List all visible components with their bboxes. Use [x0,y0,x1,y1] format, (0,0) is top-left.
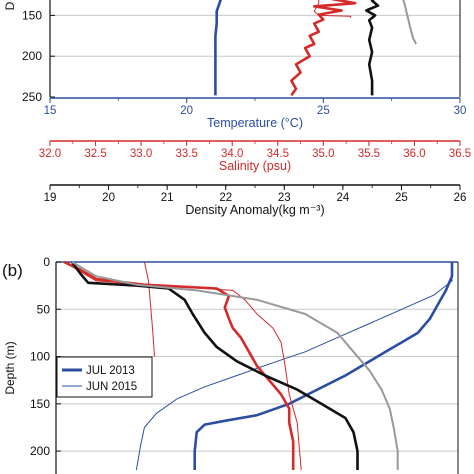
series-line-salinity-2015 [313,0,352,18]
density-axis-label: Density Anomaly(kg m⁻³) [185,203,324,217]
series-line-temperature-2013 [193,262,454,470]
y-axis-label: Depth (m) [3,341,17,394]
y-tick-label: 50 [37,302,51,316]
salinity-tick-label: 32.0 [39,148,61,160]
panel-a: 150 200 250 D 15 20 25 30 Temperature (°C) 32.0 32… [3,0,471,217]
y-tick-label: 150 [22,8,42,22]
legend-box [56,356,153,398]
density-tick-label: 20 [102,192,115,204]
salinity-tick-label: 34.5 [267,148,289,160]
series-line-density-2015 [402,0,417,45]
y-axis-label: D [3,1,17,10]
salinity-tick-label: 33.0 [130,148,152,160]
salinity-tick-label: 32.5 [84,148,106,160]
density-tick-label: 23 [278,192,291,204]
salinity-tick-label: 34.0 [221,148,243,160]
salinity-axis-label: Salinity (psu) [219,159,291,173]
salinity-tick-label: 36.0 [403,148,425,160]
legend-label: JUN 2015 [86,381,137,393]
salinity-tick-label: 33.5 [175,148,197,160]
density-tick-label: 25 [395,192,408,204]
y-tick-label: 150 [30,397,50,411]
series-line-density-2013 [365,0,380,96]
temperature-tick-label: 25 [317,105,330,117]
temperature-tick-label: 30 [454,105,467,117]
series-line-density-2015 [71,261,399,470]
density-tick-label: 19 [44,192,57,204]
legend: JUL 2013 JUN 2015 [56,356,153,398]
y-tick-label: 200 [30,444,50,458]
salinity-tick-label: 36.5 [449,148,471,160]
temperature-tick-label: 20 [180,105,193,117]
panel-b: (b) 0 50 100 150 200 Depth (m) JUL 2013 JUN 2015 [2,255,459,474]
series-line-salinity-2015 [143,261,155,357]
y-tick-label: 0 [43,255,50,269]
series-line-temperature-2015 [135,262,453,471]
temperature-tick-label: 15 [44,105,57,117]
salinity-tick-label: 35.5 [358,148,380,160]
density-tick-label: 26 [454,192,467,204]
series-line-temperature-2013 [214,0,222,96]
series-line-salinity-2015 [63,261,302,471]
y-tick-label: 250 [22,90,42,104]
panel-label: (b) [2,261,23,280]
y-tick-label: 200 [22,49,42,63]
density-tick-label: 22 [219,192,232,204]
density-tick-label: 21 [161,192,174,204]
temperature-axis-label: Temperature (°C) [207,116,303,130]
salinity-tick-label: 35.0 [312,148,334,160]
legend-label: JUL 2013 [86,365,135,377]
series-line-salinity-2013 [290,0,357,97]
y-tick-label: 100 [30,350,50,364]
density-tick-label: 24 [336,192,349,204]
series-line-density-2013 [71,261,359,470]
